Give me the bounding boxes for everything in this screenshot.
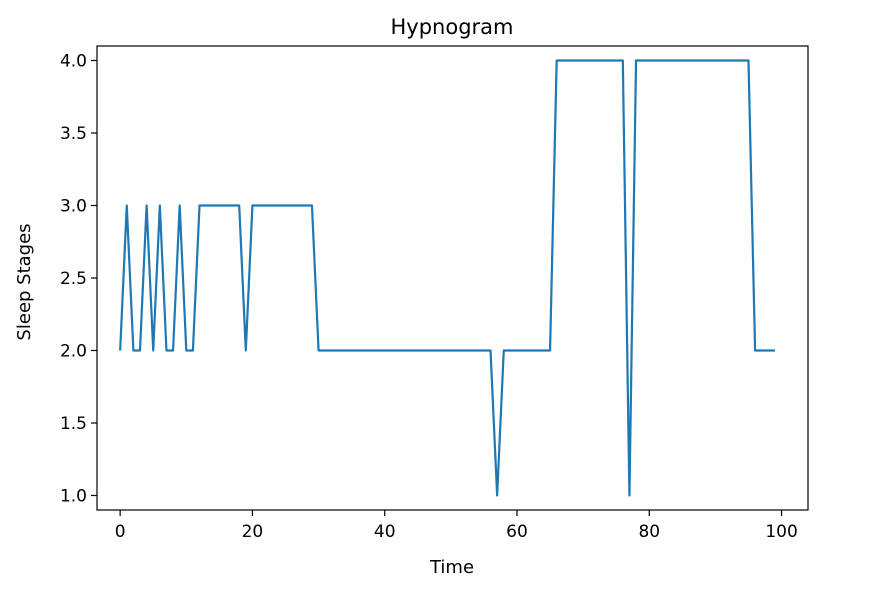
x-tick-label: 100 bbox=[765, 522, 797, 542]
plot-frame bbox=[96, 45, 809, 511]
plot-layer bbox=[119, 59, 775, 497]
chart-title: Hypnogram bbox=[391, 15, 514, 39]
x-tick-label: 60 bbox=[506, 522, 528, 542]
x-tick-label: 40 bbox=[374, 522, 396, 542]
y-axis-label: Sleep Stages bbox=[14, 223, 35, 340]
x-axis-ticks: 0 20 40 60 80 100 bbox=[115, 510, 798, 542]
x-tick-label: 20 bbox=[242, 522, 264, 542]
y-tick-label: 2.0 bbox=[60, 342, 87, 362]
x-tick-label: 0 bbox=[115, 522, 126, 542]
y-axis-ticks: 1.0 1.5 2.0 2.5 3.0 3.5 4.0 bbox=[60, 52, 97, 507]
y-tick-label: 4.0 bbox=[60, 52, 87, 72]
x-tick-label: 80 bbox=[638, 522, 660, 542]
y-tick-label: 3.0 bbox=[60, 197, 87, 217]
y-tick-label: 2.5 bbox=[60, 269, 87, 289]
y-tick-label: 3.5 bbox=[60, 124, 87, 144]
x-axis-label: Time bbox=[429, 557, 474, 578]
y-tick-label: 1.5 bbox=[60, 414, 87, 434]
series-line-0 bbox=[119, 59, 775, 497]
y-tick-label: 1.0 bbox=[60, 487, 87, 507]
